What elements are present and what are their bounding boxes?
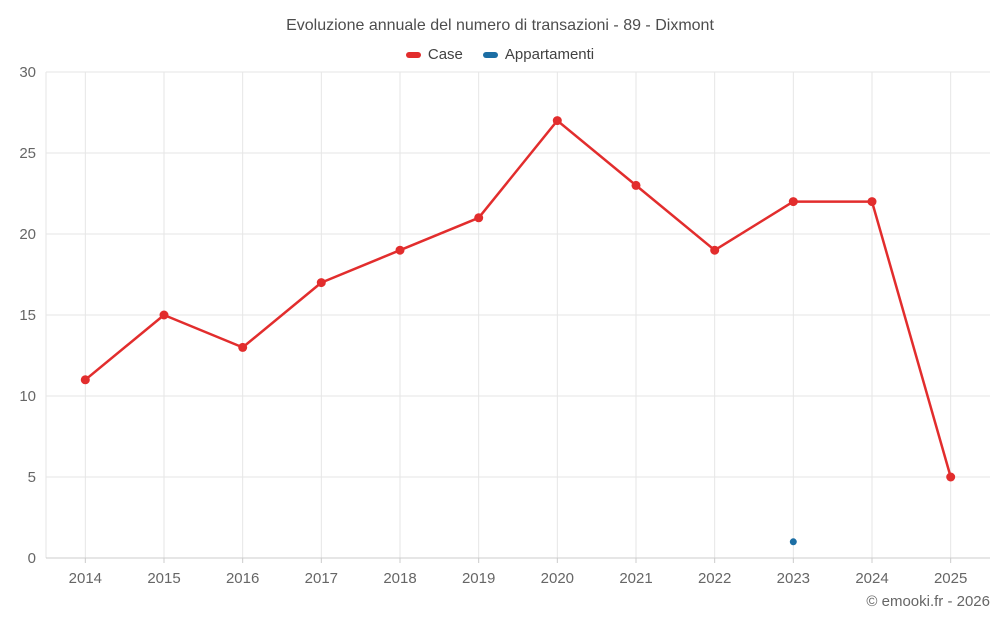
chart-legend: Case Appartamenti — [0, 46, 1000, 63]
x-axis-label: 2019 — [462, 570, 495, 587]
y-axis-label: 5 — [28, 469, 36, 486]
case-data-point[interactable] — [80, 375, 90, 385]
legend-label: Case — [427, 46, 463, 63]
x-axis-label: 2021 — [619, 570, 652, 587]
legend-marker-icon — [405, 51, 421, 58]
x-axis-label: 2024 — [855, 570, 888, 587]
x-axis-label: 2016 — [226, 570, 259, 587]
case-data-point[interactable] — [788, 197, 798, 207]
x-axis-label: 2022 — [698, 570, 731, 587]
x-axis-label: 2023 — [777, 570, 810, 587]
case-data-point[interactable] — [238, 342, 248, 352]
y-axis-label: 25 — [19, 145, 36, 162]
y-axis-label: 10 — [19, 388, 36, 405]
case-data-point[interactable] — [316, 278, 326, 288]
x-axis-label: 2018 — [383, 570, 416, 587]
legend-marker-icon — [482, 51, 498, 58]
legend-label: Appartamenti — [504, 46, 595, 63]
y-axis-label: 20 — [19, 226, 36, 243]
x-axis-label: 2025 — [934, 570, 967, 587]
legend-item-case[interactable]: Case — [405, 46, 463, 63]
case-data-point[interactable] — [631, 180, 641, 190]
x-axis-label: 2020 — [541, 570, 574, 587]
legend-item-appartamenti[interactable]: Appartamenti — [482, 46, 595, 63]
chart-title: Evoluzione annuale del numero di transaz… — [286, 17, 714, 34]
y-axis-label: 15 — [19, 307, 36, 324]
case-line-series — [84, 119, 952, 479]
case-data-point[interactable] — [867, 197, 877, 207]
case-data-point[interactable] — [474, 213, 484, 223]
case-data-point[interactable] — [946, 472, 956, 482]
case-data-point[interactable] — [552, 116, 562, 126]
copyright-label: © emooki.fr - 2026 — [866, 593, 990, 610]
case-data-point[interactable] — [710, 245, 720, 255]
x-axis-label: 2015 — [147, 570, 180, 587]
x-axis-label: 2014 — [69, 570, 102, 587]
x-axis-label: 2017 — [305, 570, 338, 587]
y-axis-label: 30 — [19, 64, 36, 81]
case-data-point[interactable] — [159, 310, 169, 320]
case-data-point[interactable] — [395, 245, 405, 255]
y-axis-label: 0 — [28, 550, 36, 567]
appartamenti-data-point[interactable] — [789, 538, 797, 546]
